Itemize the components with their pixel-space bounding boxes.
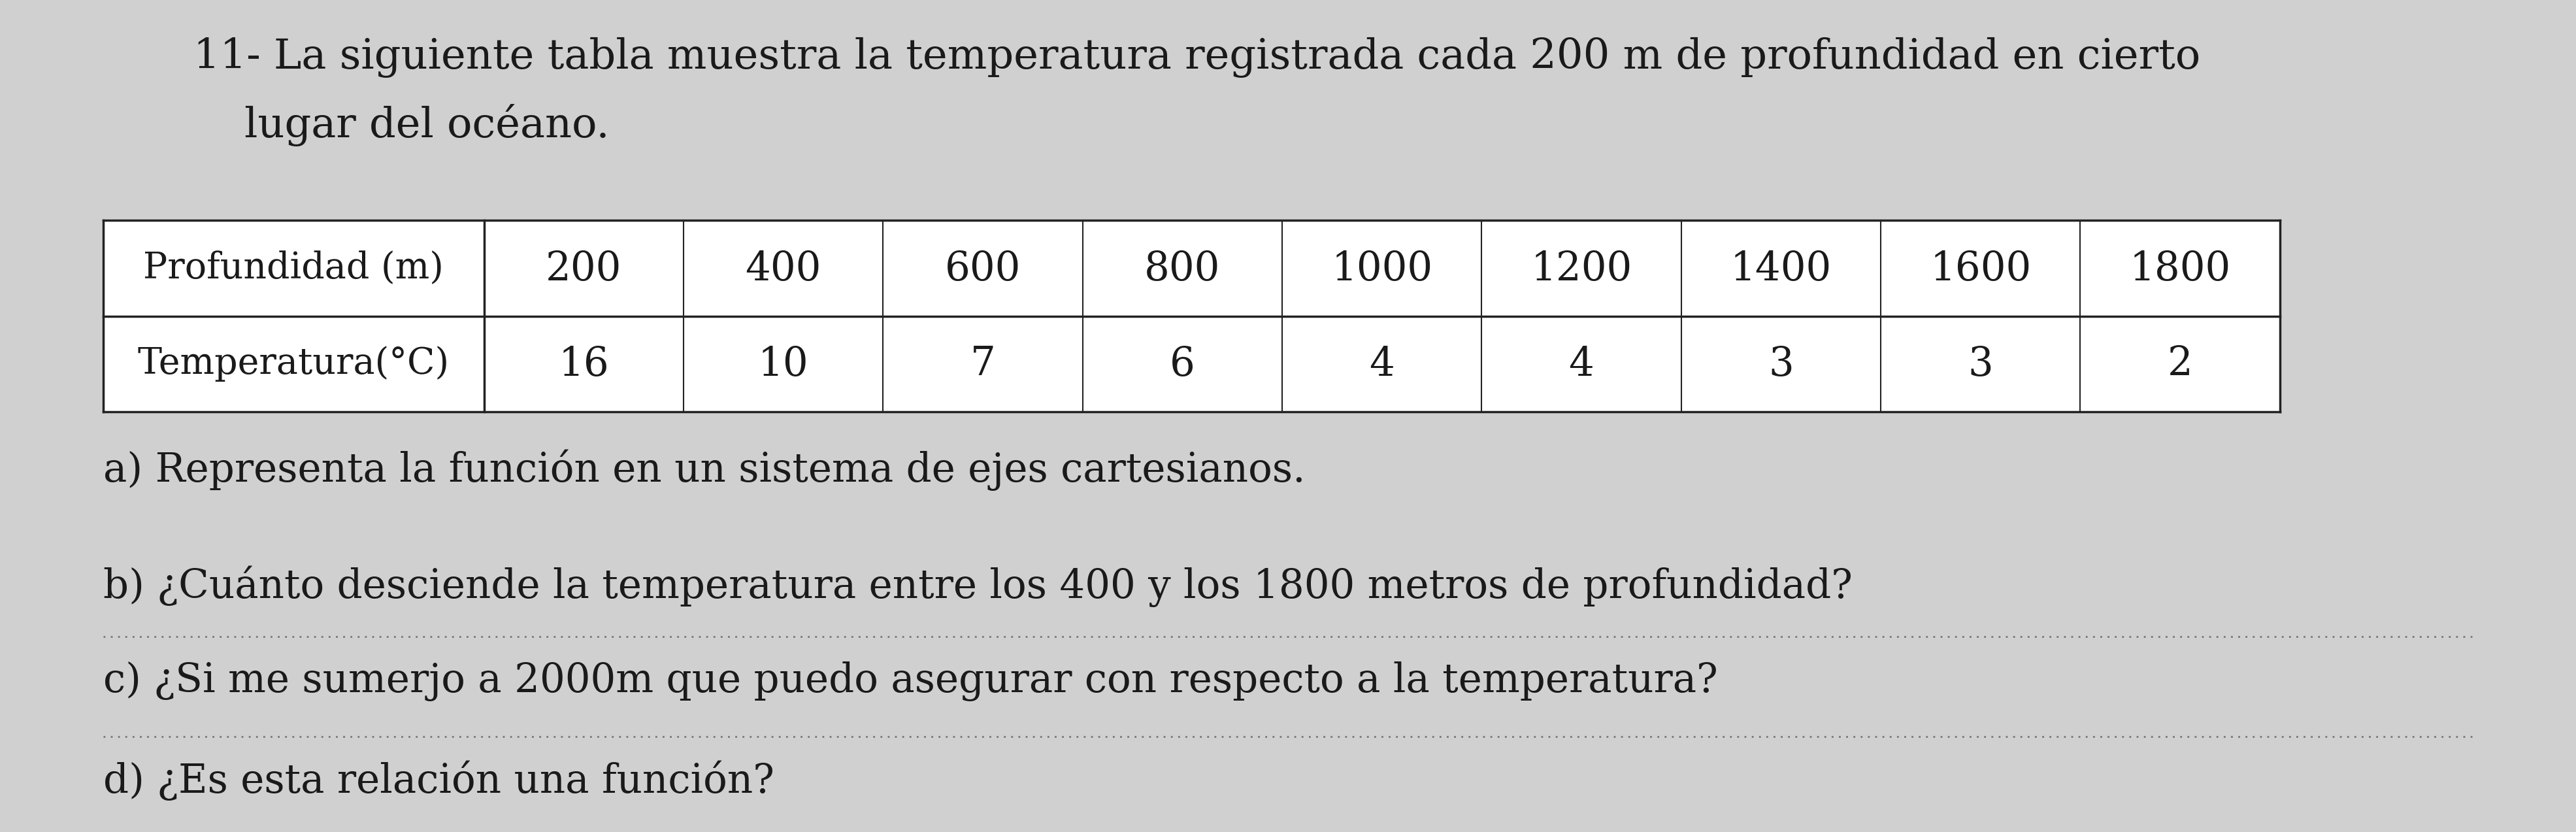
Bar: [103, 220, 2280, 412]
Text: lugar del océano.: lugar del océano.: [245, 104, 611, 146]
Text: 2: 2: [2166, 344, 2192, 384]
Text: 200: 200: [546, 249, 621, 288]
Text: 4: 4: [1569, 344, 1595, 384]
Text: 1400: 1400: [1731, 249, 1832, 288]
Text: Profundidad (m): Profundidad (m): [144, 250, 443, 286]
Text: 1600: 1600: [1929, 249, 2032, 288]
Text: 6: 6: [1170, 344, 1195, 384]
Text: 4: 4: [1370, 344, 1394, 384]
Text: Temperatura(°C): Temperatura(°C): [137, 346, 448, 382]
Text: 1800: 1800: [2130, 249, 2231, 288]
Text: b) ¿Cuánto desciende la temperatura entre los 400 y los 1800 metros de profundid: b) ¿Cuánto desciende la temperatura entr…: [103, 566, 1852, 607]
Text: 16: 16: [559, 344, 608, 384]
Text: 600: 600: [945, 249, 1020, 288]
Text: 11- La siguiente tabla muestra la temperatura registrada cada 200 m de profundid: 11- La siguiente tabla muestra la temper…: [193, 37, 2200, 78]
Text: 800: 800: [1144, 249, 1221, 288]
Text: d) ¿Es esta relación una función?: d) ¿Es esta relación una función?: [103, 761, 775, 801]
Text: 3: 3: [1968, 344, 1994, 384]
Text: c) ¿Si me sumerjo a 2000m que puedo asegurar con respecto a la temperatura?: c) ¿Si me sumerjo a 2000m que puedo aseg…: [103, 661, 1718, 701]
Text: 1000: 1000: [1332, 249, 1432, 288]
Text: 10: 10: [757, 344, 809, 384]
Text: 3: 3: [1767, 344, 1793, 384]
Text: a) Representa la función en un sistema de ejes cartesianos.: a) Representa la función en un sistema d…: [103, 449, 1306, 491]
Text: 7: 7: [971, 344, 994, 384]
Text: 1200: 1200: [1530, 249, 1633, 288]
Text: 400: 400: [744, 249, 822, 288]
